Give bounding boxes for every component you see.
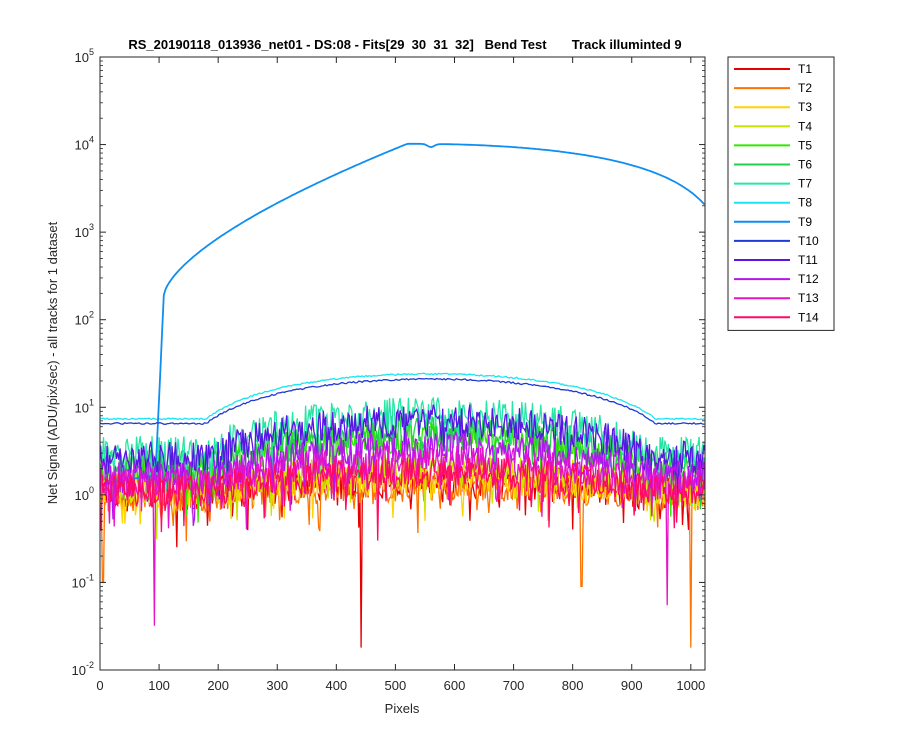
- series-line-t11: [100, 404, 705, 506]
- plot-frame: [99, 56, 706, 671]
- legend-box: [727, 56, 835, 331]
- x-tick-label: 700: [503, 678, 525, 693]
- legend-label: T5: [798, 138, 812, 152]
- x-tick-label: 100: [148, 678, 170, 693]
- y-tick-label: 104: [75, 135, 94, 153]
- series-line-t9: [100, 142, 705, 486]
- y-axis: 10-2 10-1 100 101 102 103 104 105: [72, 47, 705, 678]
- legend-label: T2: [798, 81, 812, 95]
- legend-label: T10: [798, 234, 819, 248]
- y-tick-label: 103: [75, 222, 94, 240]
- legend-label: T8: [798, 196, 812, 210]
- y-tick-label: 105: [75, 47, 94, 65]
- x-tick-label: 300: [266, 678, 288, 693]
- y-tick-label: 102: [75, 310, 94, 328]
- x-tick-label: 600: [444, 678, 466, 693]
- x-tick-label: 900: [621, 678, 643, 693]
- legend-label: T7: [798, 177, 812, 191]
- series-line-t14: [100, 456, 705, 541]
- y-axis-label: Net Signal (ADU/pix/sec) - all tracks fo…: [45, 221, 60, 504]
- x-tick-label: 800: [562, 678, 584, 693]
- x-tick-label: 200: [207, 678, 229, 693]
- x-axis-label: Pixels: [385, 701, 420, 716]
- chart-title: RS_20190118_013936_net01 - DS:08 - Fits[…: [128, 37, 681, 52]
- legend: T1 T2 T3 T4 T5 T6 T7 T8 T9 T10 T11 T12 T13 T14: [727, 56, 835, 331]
- x-tick-label: 1000: [676, 678, 705, 693]
- series-layer: [100, 142, 705, 648]
- x-axis: 0 100 200 300 400 500 600 700 800 900 1000: [96, 57, 705, 693]
- legend-label: T4: [798, 119, 812, 133]
- series-line-t13: [100, 443, 705, 626]
- legend-label: T13: [798, 291, 819, 305]
- x-tick-label: 500: [385, 678, 407, 693]
- legend-label: T6: [798, 158, 812, 172]
- series-line-t12: [100, 431, 705, 526]
- legend-label: T14: [798, 310, 819, 324]
- legend-label: T12: [798, 272, 819, 286]
- y-tick-label: 10-1: [72, 572, 94, 590]
- legend-label: T11: [798, 253, 818, 267]
- x-tick-label: 400: [325, 678, 347, 693]
- plot-area: [100, 57, 705, 670]
- series-line-t8: [100, 372, 705, 421]
- series-line-t10: [100, 377, 705, 425]
- legend-label: T9: [798, 215, 812, 229]
- y-tick-label: 101: [75, 397, 94, 415]
- y-tick-label: 10-2: [72, 660, 94, 678]
- y-tick-label: 100: [75, 485, 94, 503]
- x-tick-label: 0: [96, 678, 103, 693]
- legend-label: T3: [798, 100, 812, 114]
- legend-label: T1: [798, 62, 812, 76]
